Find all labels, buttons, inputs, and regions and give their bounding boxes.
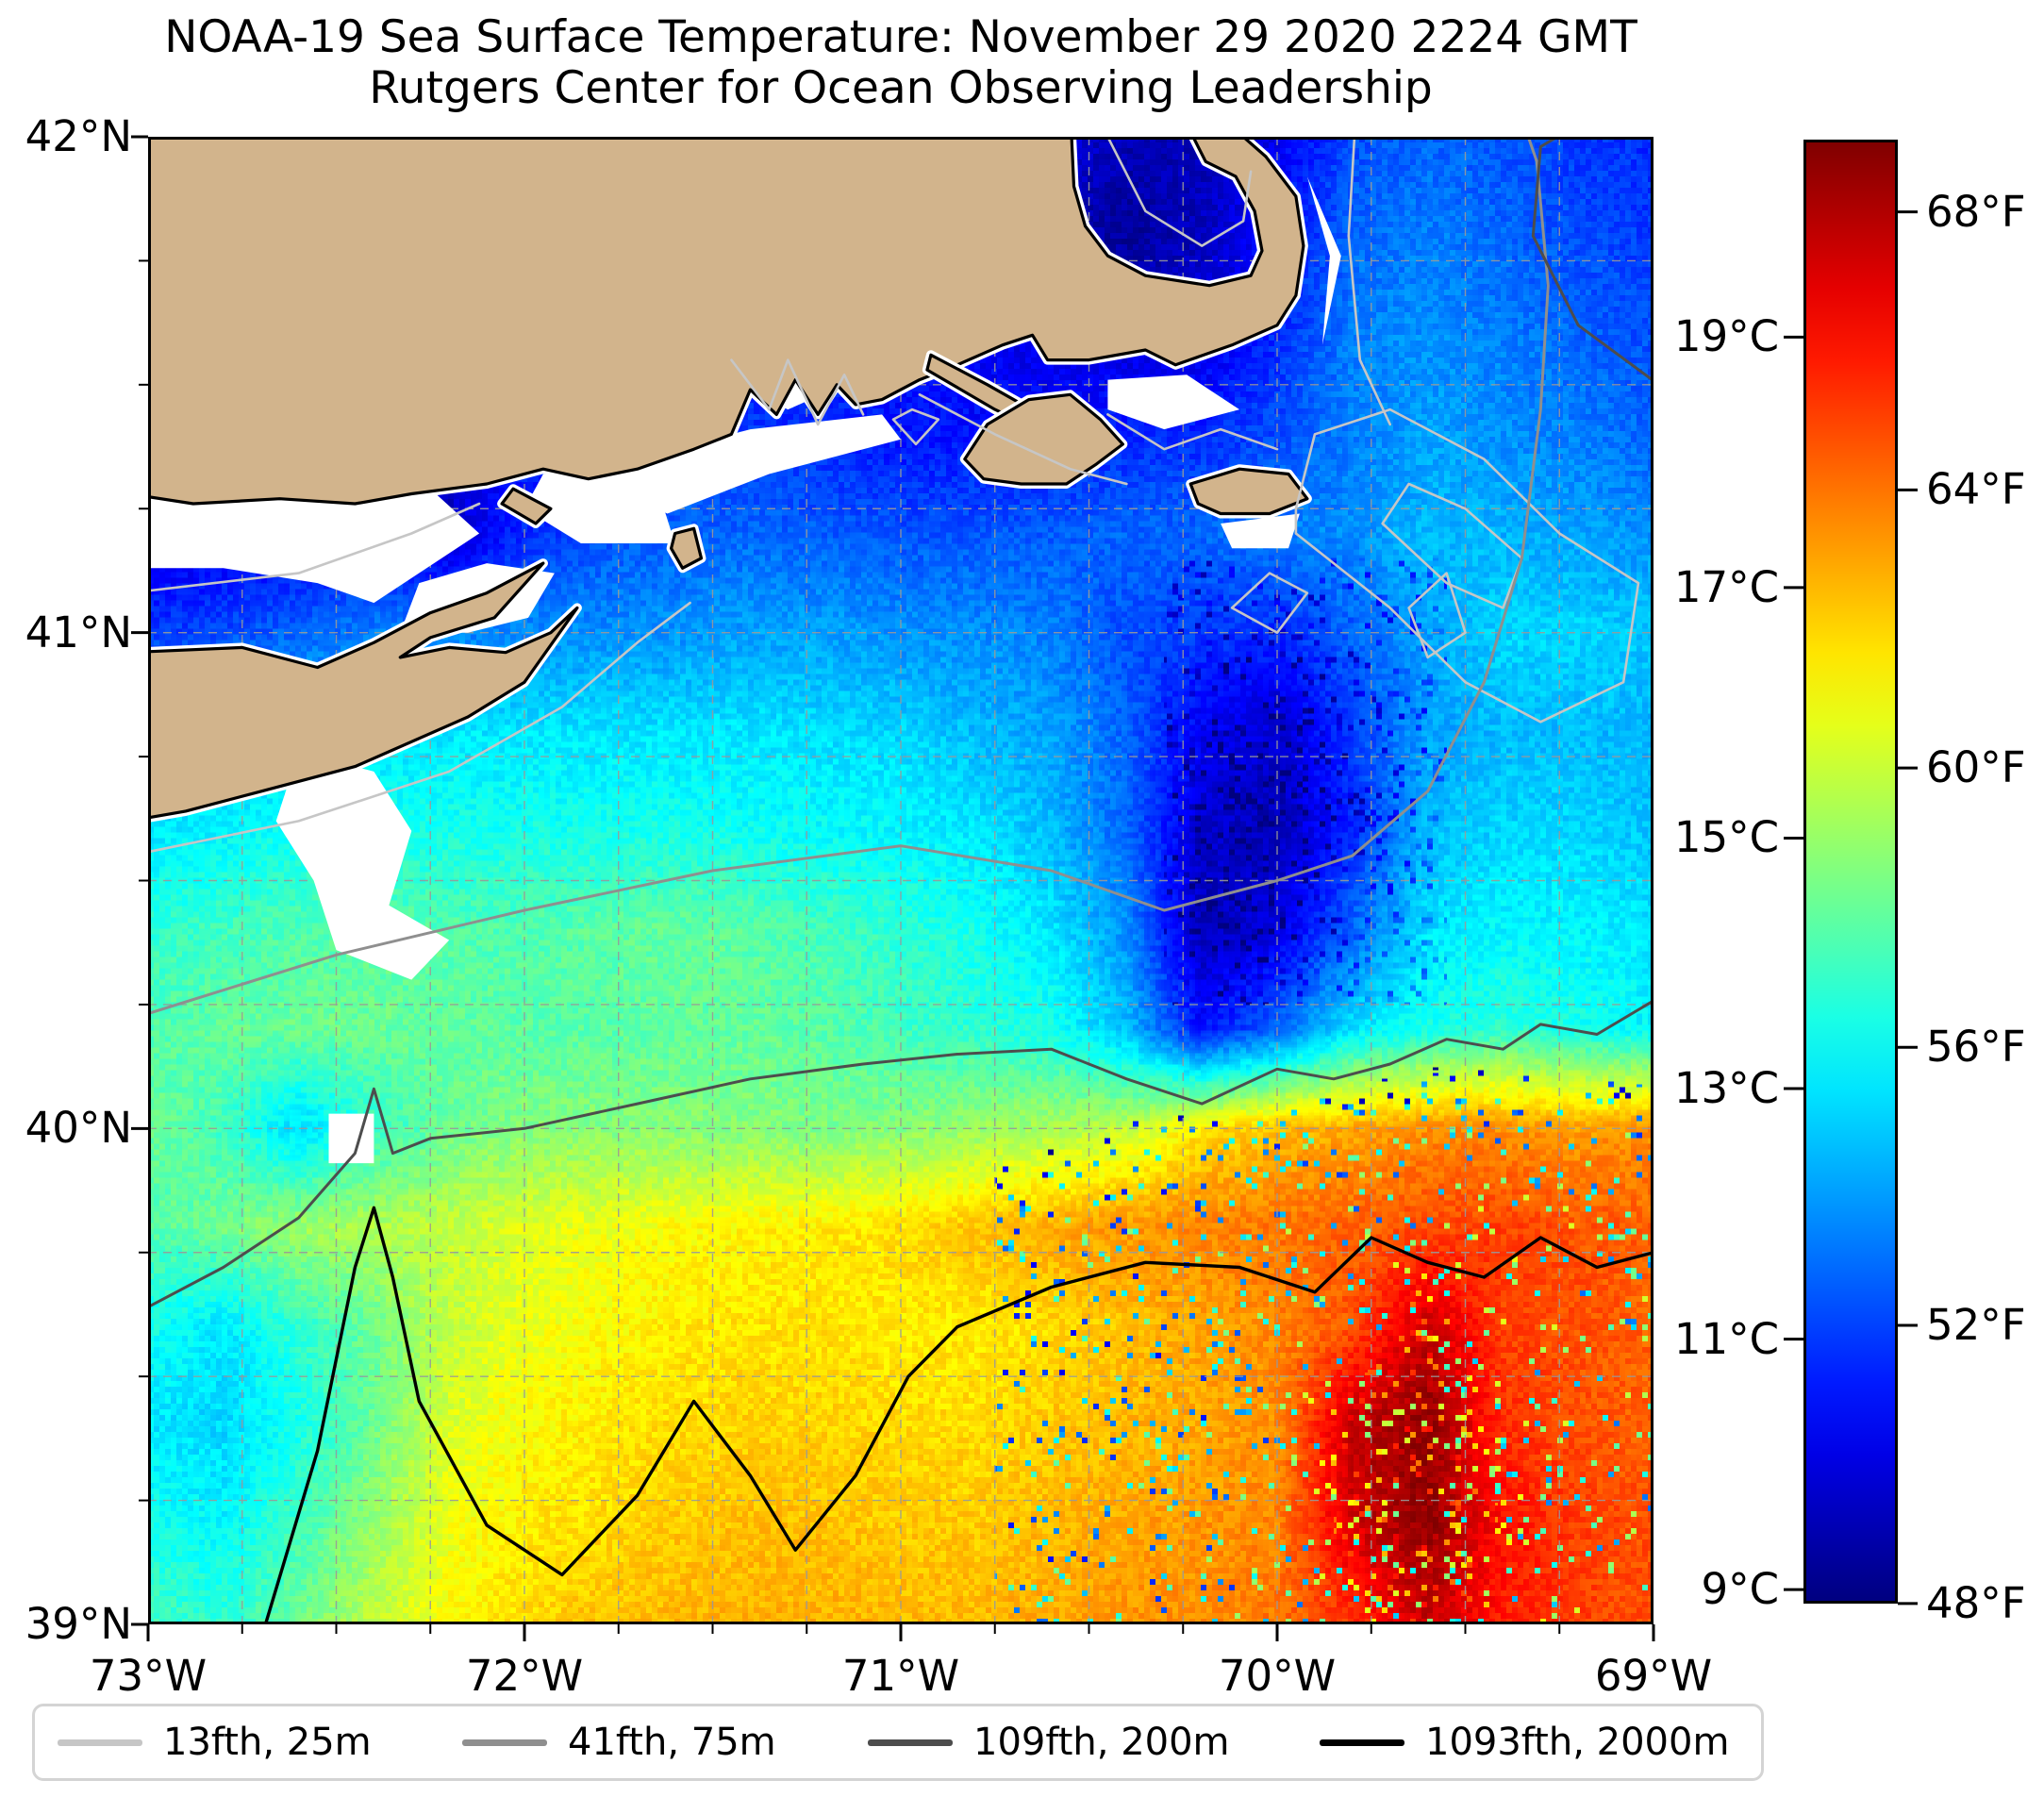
contour-fathom_109_200m: [148, 137, 1653, 1309]
y-tick-label: 39°N: [25, 1599, 132, 1649]
plot-frame: [148, 137, 1653, 1624]
colorbar-celsius-tick-label: 15°C: [1673, 812, 1779, 863]
contour-fathom_1093_2000m: [263, 1206, 1653, 1624]
contour-fathom_41_75m: [148, 137, 1550, 1016]
land-marthas_vineyard: [963, 392, 1124, 486]
legend-item: 109fth, 200m: [868, 1706, 1230, 1778]
colorbar-celsius-tick-label: 13°C: [1673, 1063, 1779, 1114]
colorbar-gradient: [1806, 142, 1895, 1601]
map-plot-area: [148, 137, 1653, 1624]
figure-subtitle: Rutgers Center for Ocean Observing Leade…: [369, 62, 1433, 114]
x-tick-label: 70°W: [1218, 1651, 1337, 1701]
legend-item-label: 41fth, 75m: [568, 1721, 776, 1764]
land-nantucket: [1188, 467, 1309, 516]
land-long_island: [148, 561, 579, 820]
x-tick-label: 71°W: [841, 1651, 960, 1701]
contour-2000m-line-swatch: [1320, 1739, 1404, 1746]
contour-25m-line-swatch: [58, 1739, 142, 1746]
figure-title: NOAA-19 Sea Surface Temperature: Novembe…: [164, 11, 1637, 63]
depth-contour-legend: 13fth, 25m 41fth, 75m 109fth, 200m 1093f…: [32, 1704, 1764, 1781]
colorbar: [1803, 140, 1898, 1604]
legend-item: 41fth, 75m: [462, 1706, 776, 1778]
colorbar-fahrenheit-tick-label: 52°F: [1926, 1299, 2026, 1350]
colorbar-celsius-tick-label: 11°C: [1673, 1313, 1779, 1364]
land-polygons: [148, 137, 1312, 823]
x-tick-label: 73°W: [89, 1651, 208, 1701]
y-tick-label: 41°N: [25, 607, 132, 657]
land-block_island: [670, 526, 704, 570]
land-fishers_island: [500, 487, 553, 525]
legend-item-label: 13fth, 25m: [163, 1721, 372, 1764]
legend-item: 1093fth, 2000m: [1320, 1706, 1729, 1778]
colorbar-fahrenheit-tick-label: 56°F: [1926, 1022, 2026, 1073]
colorbar-celsius-tick-label: 17°C: [1673, 561, 1779, 612]
land-mainland: [148, 137, 1305, 506]
x-tick-label: 69°W: [1594, 1651, 1713, 1701]
colorbar-fahrenheit-tick-label: 48°F: [1926, 1577, 2026, 1628]
contour-200m-line-swatch: [868, 1739, 953, 1746]
legend-item-label: 109fth, 200m: [973, 1721, 1230, 1764]
colorbar-fahrenheit-tick-label: 60°F: [1926, 742, 2026, 793]
colorbar-fahrenheit-tick-label: 64°F: [1926, 464, 2026, 515]
colorbar-celsius-tick-label: 19°C: [1673, 311, 1779, 362]
legend-item: 13fth, 25m: [58, 1706, 372, 1778]
colorbar-fahrenheit-tick-label: 68°F: [1926, 186, 2026, 237]
x-tick-label: 72°W: [465, 1651, 584, 1701]
colorbar-celsius-tick-label: 9°C: [1701, 1564, 1779, 1615]
contour-75m-line-swatch: [462, 1739, 547, 1746]
legend-item-label: 1093fth, 2000m: [1425, 1721, 1730, 1764]
y-tick-label: 40°N: [25, 1103, 132, 1154]
map-overlay-svg: [148, 137, 1653, 1624]
y-tick-label: 42°N: [25, 111, 132, 161]
